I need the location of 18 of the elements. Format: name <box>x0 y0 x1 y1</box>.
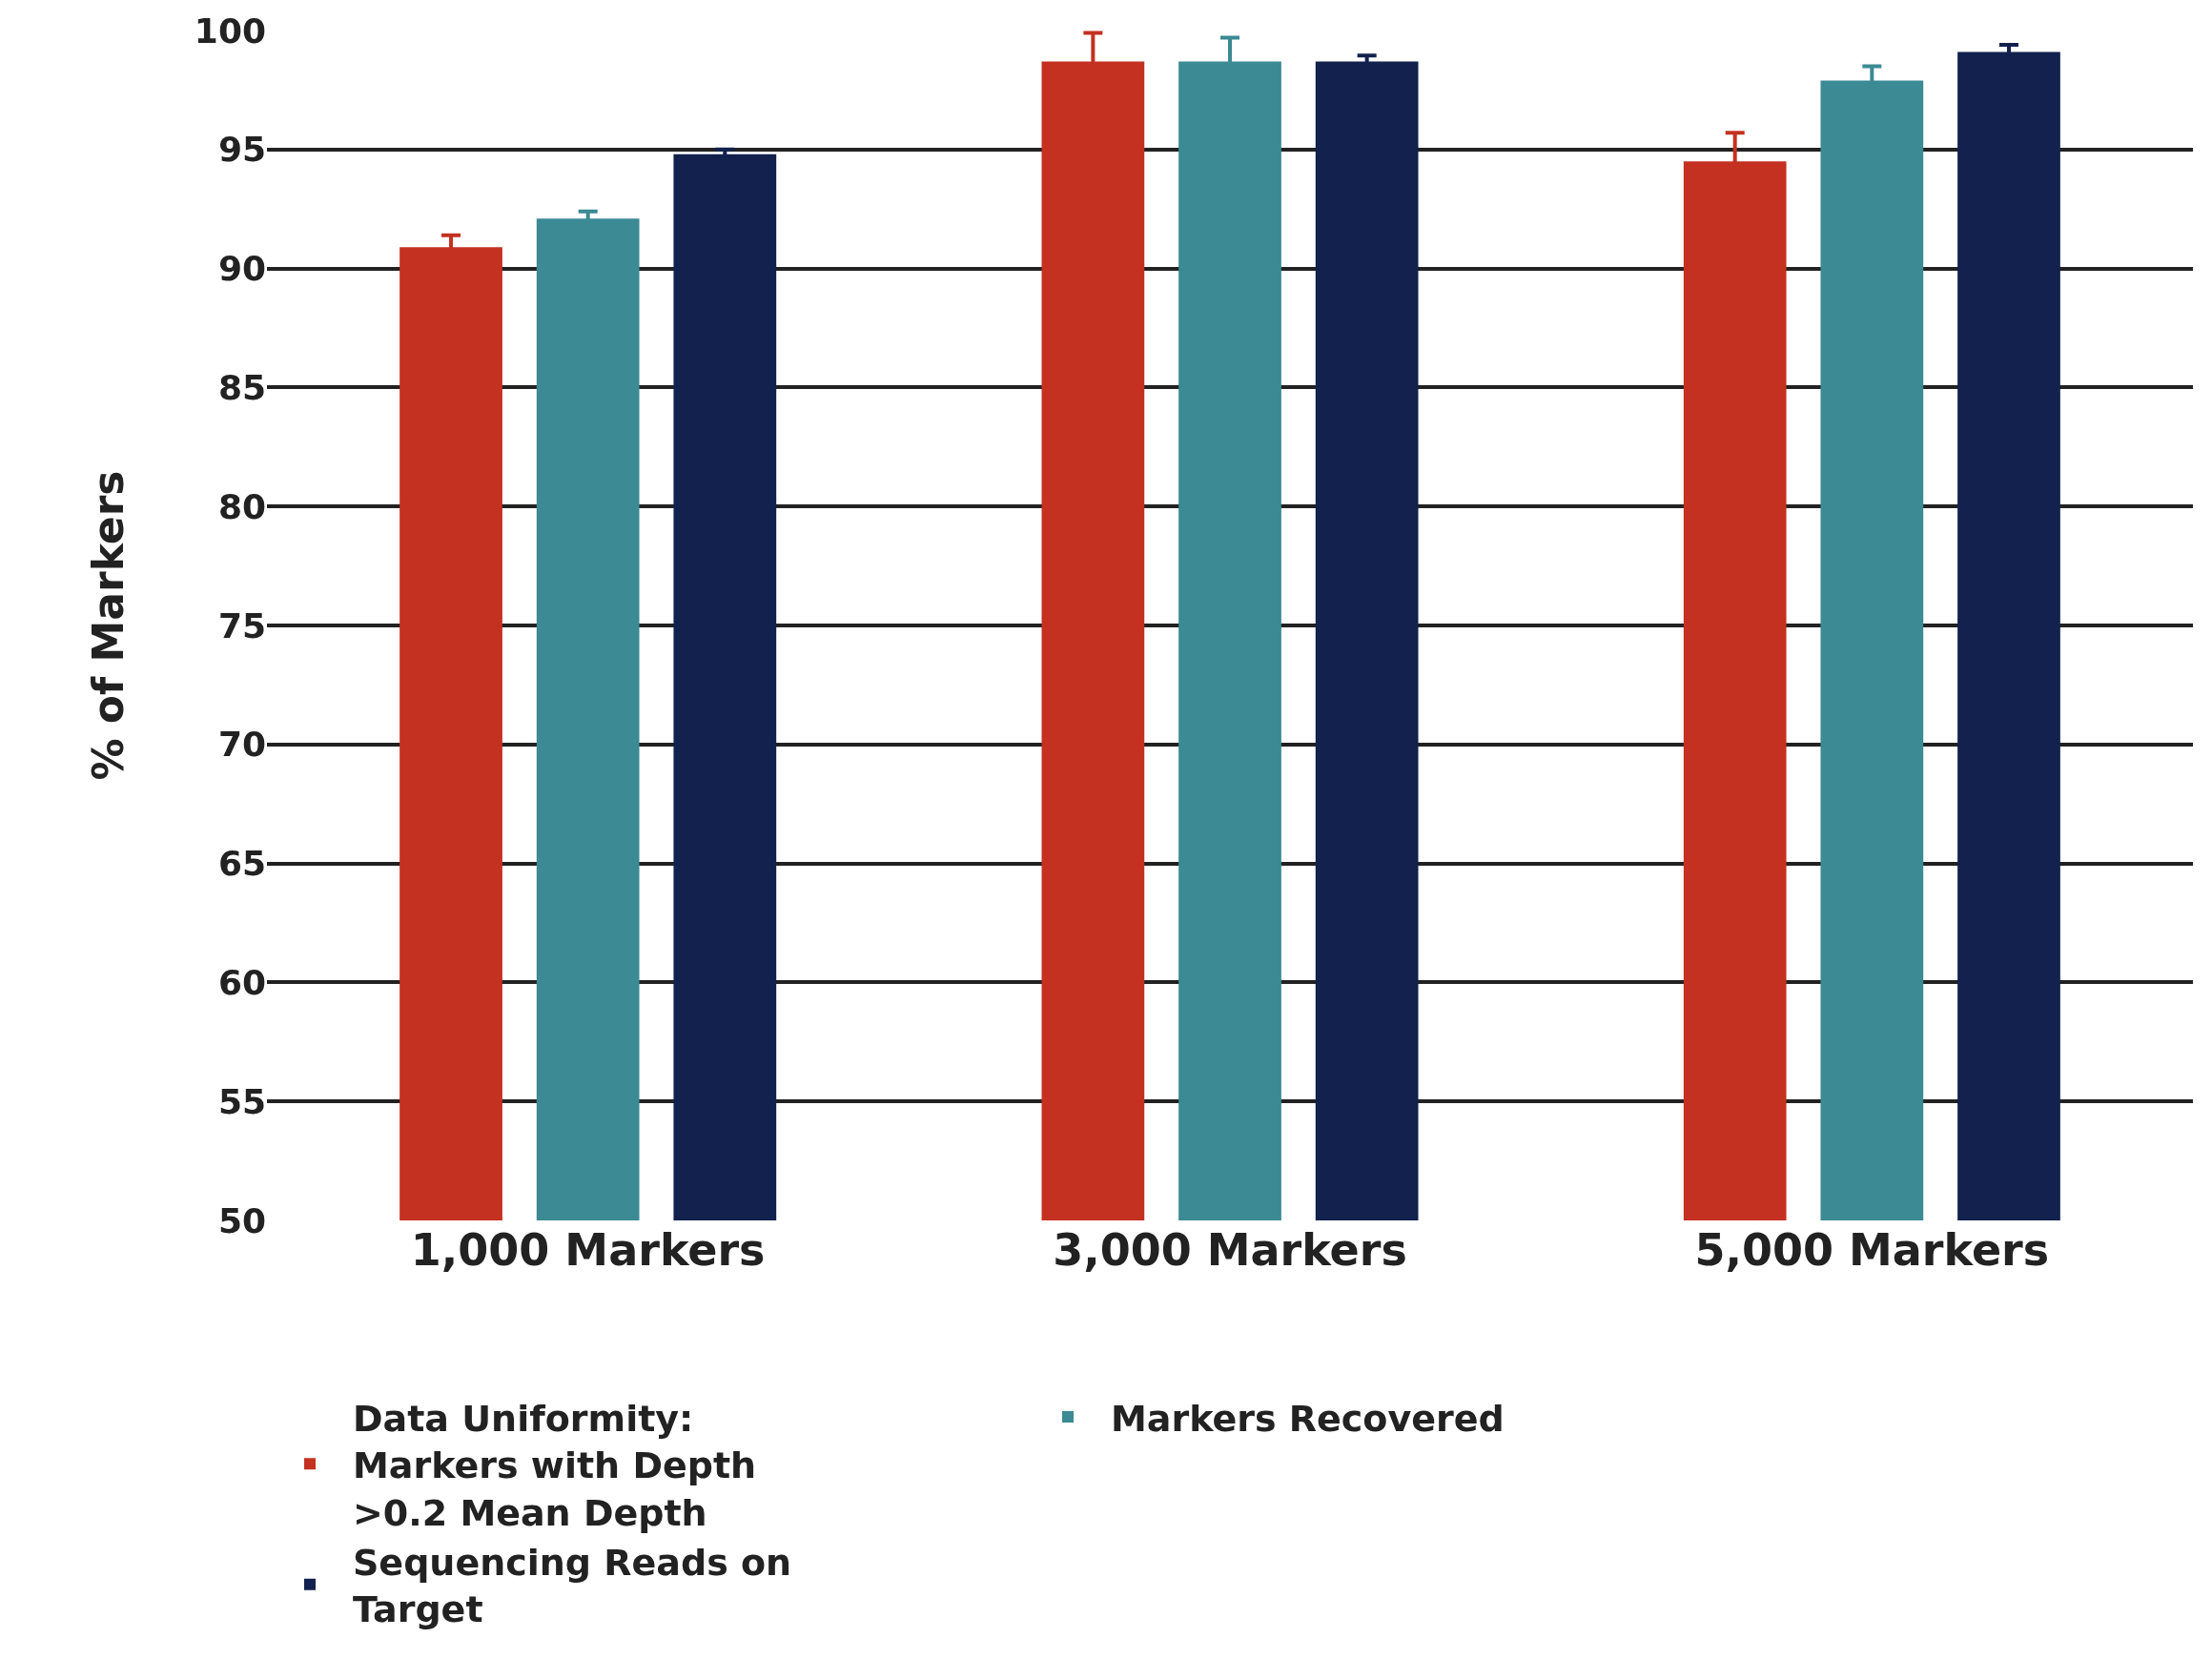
y-tick-label: 65 <box>217 844 266 884</box>
y-tick-label: 50 <box>217 1200 266 1240</box>
x-tick-label: 3,000 Markers <box>1053 1224 1407 1276</box>
y-tick-label: 85 <box>217 368 266 407</box>
y-tick-label: 55 <box>217 1081 266 1121</box>
y-tick-label: 100 <box>194 10 266 51</box>
y-tick-label: 90 <box>217 249 266 289</box>
y-tick-label: 70 <box>217 725 266 765</box>
y-tick-label: 75 <box>217 605 266 645</box>
legend-label: Data Uniformity: Markers with Depth >0.2 Mean Depth <box>353 1397 757 1534</box>
x-tick-label: 1,000 Markers <box>410 1224 766 1276</box>
legend-label: Sequencing Reads on Target <box>353 1541 792 1631</box>
x-tick-label: 5,000 Markers <box>1694 1224 2050 1276</box>
y-tick-label: 80 <box>217 486 266 526</box>
y-tick-label: 95 <box>217 130 266 170</box>
y-axis-title: % of Markers <box>83 470 133 781</box>
y-tick-label: 60 <box>217 963 266 1002</box>
legend-label: Markers Recovered <box>1111 1397 1505 1440</box>
